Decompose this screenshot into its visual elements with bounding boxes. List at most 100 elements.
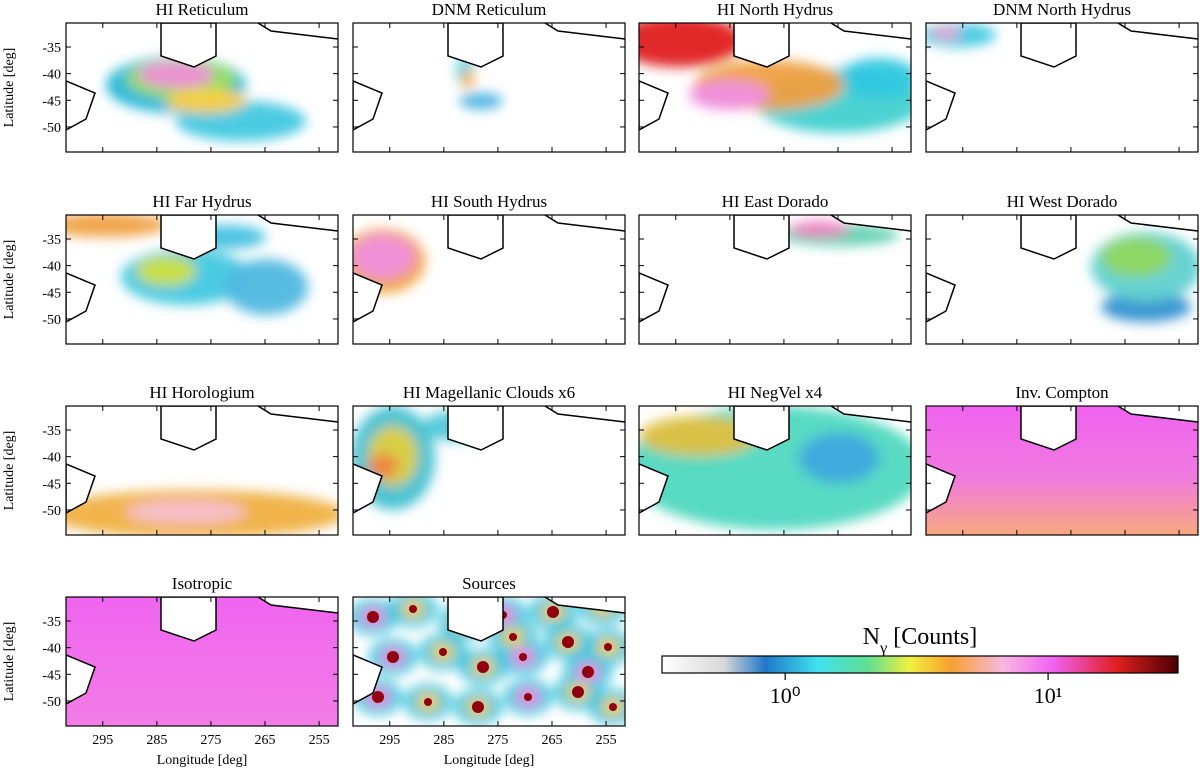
- blob: [839, 58, 911, 98]
- boundary: [830, 406, 911, 423]
- mask: [66, 463, 96, 514]
- source-peak: [572, 686, 584, 698]
- frame: [65, 22, 339, 153]
- mask: [545, 23, 625, 39]
- panel: HI North Hydrus: [638, 0, 912, 153]
- source-peak: [367, 611, 379, 623]
- mask: [545, 597, 625, 613]
- source-peak: [509, 633, 517, 641]
- heatmap-image: [639, 215, 911, 323]
- boundary: [1117, 215, 1198, 232]
- panel: Isotropic -35 -40 -45 -50 295 285 275 265 255 Lati…: [2, 574, 339, 768]
- panel-title: DNM Reticulum: [432, 0, 547, 19]
- y-tick-label: -50: [42, 695, 61, 710]
- heatmap-image: [66, 23, 338, 141]
- panel-title: HI NegVel x4: [728, 383, 823, 402]
- mask: [733, 215, 790, 260]
- mask: [639, 463, 669, 514]
- heatmap-image: [926, 23, 1198, 131]
- y-axis-label: Latitude [deg]: [2, 240, 17, 320]
- mask: [66, 80, 96, 131]
- frame: [638, 214, 912, 345]
- mask: [1020, 406, 1077, 451]
- source-peak: [372, 691, 384, 703]
- blob: [138, 62, 214, 88]
- mask: [926, 80, 956, 131]
- mask: [258, 215, 338, 231]
- boundary: [257, 597, 338, 614]
- blob: [66, 215, 168, 237]
- mask: [66, 654, 96, 705]
- panel-title: HI South Hydrus: [431, 192, 547, 211]
- frame: [638, 405, 912, 536]
- y-tick-label: -35: [42, 424, 61, 439]
- panel: HI East Dorado: [638, 192, 912, 345]
- panel-title: HI North Hydrus: [717, 0, 833, 19]
- blob: [1101, 292, 1191, 322]
- blobs: [1091, 232, 1198, 322]
- mask: [926, 272, 956, 323]
- panel-title: HI West Dorado: [1007, 192, 1118, 211]
- blob: [639, 23, 744, 67]
- mask: [1020, 215, 1077, 260]
- heatmap-image: [353, 215, 625, 323]
- mask: [1118, 406, 1198, 422]
- boundary: [830, 23, 911, 40]
- blobs: [926, 23, 996, 47]
- panel: HI NegVel x4: [638, 383, 912, 536]
- heatmap-image: [639, 23, 911, 133]
- panel: HI Magellanic Clouds x6: [352, 383, 626, 536]
- y-tick-label: -40: [42, 642, 61, 657]
- heatmap-image: [926, 215, 1198, 323]
- blob: [689, 80, 769, 110]
- blob: [639, 416, 759, 456]
- label-sub: γ: [879, 640, 887, 657]
- colorbar-tick-label: 10⁰: [770, 683, 801, 708]
- y-tick-label: -40: [42, 260, 61, 275]
- y-tick-label: -45: [42, 94, 61, 109]
- mask: [258, 597, 338, 613]
- blobs: [106, 57, 306, 141]
- y-tick-label: -35: [42, 233, 61, 248]
- y-axis-label: Latitude [deg]: [2, 48, 17, 128]
- mask: [447, 406, 504, 451]
- blob: [1101, 237, 1171, 277]
- source-peak: [439, 648, 447, 656]
- panel: Sources 295 285 275 265 255 Longitude [deg]: [352, 574, 626, 768]
- heatmap-image: [639, 406, 911, 530]
- mask: [66, 272, 96, 323]
- heatmap-image: [926, 406, 1198, 535]
- y-tick-label: -50: [42, 313, 61, 328]
- frame: [925, 22, 1199, 153]
- y-axis-label: Latitude [deg]: [2, 431, 17, 511]
- boundary: [257, 406, 338, 423]
- x-tick-label: 265: [254, 733, 275, 748]
- frame: [65, 405, 339, 536]
- colorbar-ramp: [661, 655, 1179, 674]
- x-tick-label: 255: [309, 733, 330, 748]
- boundary: [257, 23, 338, 40]
- source-peak: [524, 693, 532, 701]
- blob: [166, 89, 246, 113]
- mask: [1118, 215, 1198, 231]
- y-tick-label: -40: [42, 451, 61, 466]
- mask: [639, 80, 669, 131]
- y-tick-label: -50: [42, 121, 61, 136]
- y-tick-label: -35: [42, 41, 61, 56]
- mask: [447, 215, 504, 260]
- boundary: [1117, 23, 1198, 40]
- source-peak: [477, 661, 489, 673]
- frame: [352, 405, 626, 536]
- blob: [459, 93, 503, 109]
- boundary: [1117, 406, 1198, 423]
- panel-title: HI Magellanic Clouds x6: [403, 383, 575, 402]
- blob: [462, 69, 474, 89]
- blobs: [779, 221, 899, 246]
- mask: [160, 215, 217, 260]
- boundary: [544, 406, 625, 423]
- colorbar: Nγ [Counts] 10⁰ 10¹: [661, 624, 1179, 708]
- x-tick-label: 255: [596, 733, 617, 748]
- source-peak: [604, 643, 612, 651]
- boundary: [257, 215, 338, 232]
- panel-title: Isotropic: [172, 574, 233, 593]
